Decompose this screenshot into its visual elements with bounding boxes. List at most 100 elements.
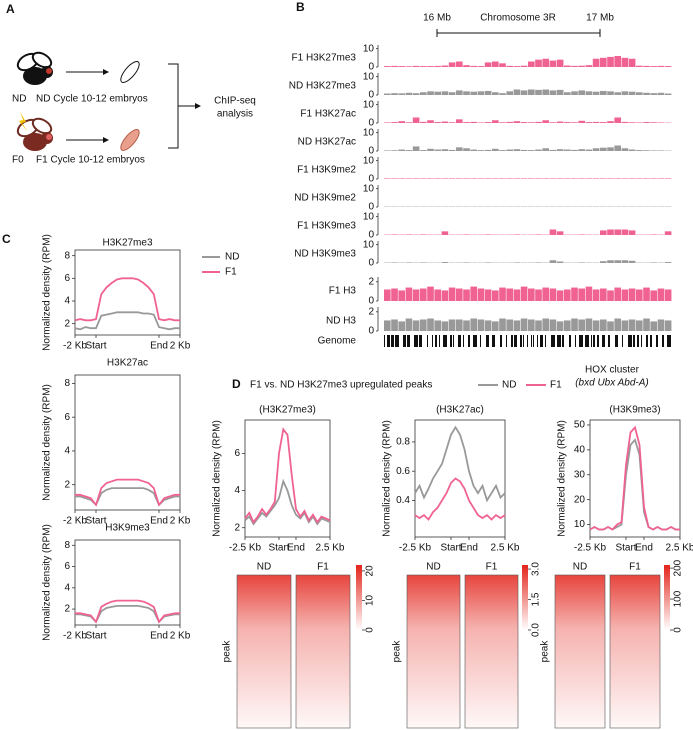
signal-bar <box>578 65 586 67</box>
signal-bar <box>542 148 550 151</box>
signal-bar <box>549 229 557 235</box>
scale-label: 17 Mb <box>586 13 614 24</box>
gene-block <box>585 335 589 347</box>
signal-bar <box>499 287 506 301</box>
column-label: ND <box>573 562 587 573</box>
signal-bar <box>506 149 514 151</box>
signal-bar <box>448 319 456 331</box>
signal-bar <box>549 260 557 263</box>
signal-bar <box>585 318 593 331</box>
signal-bar <box>549 178 557 179</box>
signal-bar <box>412 178 420 179</box>
gene-block <box>473 335 477 347</box>
x-tick-label: End <box>287 543 305 554</box>
y-axis-label: peak <box>540 640 551 663</box>
signal-bar <box>456 319 463 331</box>
signal-bar <box>556 231 564 235</box>
signal-bar <box>592 178 600 179</box>
signal-bar <box>643 318 650 331</box>
signal-bar <box>420 92 427 95</box>
signal-bar <box>528 61 535 67</box>
gene-block <box>453 335 454 347</box>
gene-block <box>591 335 592 347</box>
signal-bar <box>578 149 586 151</box>
signal-bar <box>405 66 413 67</box>
x-tick-label: End <box>150 341 168 352</box>
annotation: (bxd Ubx Abd-A) <box>575 378 649 389</box>
signal-bar <box>520 178 528 179</box>
signal-bar <box>657 178 665 179</box>
fly-nd <box>16 51 53 85</box>
signal-bar <box>535 234 542 235</box>
signal-bar <box>614 92 622 95</box>
signal-bar <box>520 65 528 67</box>
colorbar-label: 10 <box>365 594 376 606</box>
signal-bar <box>650 66 658 67</box>
label: ND Cycle 10-12 embryos <box>36 94 148 105</box>
signal-bar <box>412 146 420 151</box>
heatmap <box>609 574 661 729</box>
signal-bar <box>600 90 607 95</box>
gene-block <box>407 335 410 347</box>
track-label: F1 H3K27ac <box>300 109 356 120</box>
signal-bar <box>434 178 442 179</box>
signal-bar <box>520 286 528 301</box>
signal-bar <box>434 91 442 95</box>
legend-label: F1 <box>550 380 562 391</box>
signal-bar <box>564 320 571 331</box>
signal-bar <box>513 66 521 67</box>
signal-bar <box>592 58 600 67</box>
y-tick-label: 4 <box>234 485 240 496</box>
signal-bar <box>470 318 478 331</box>
signal-bar <box>621 229 629 235</box>
signal-bar <box>585 91 593 95</box>
column-label: F1 <box>629 562 641 573</box>
signal-bar <box>420 288 427 301</box>
signal-bar <box>664 262 672 263</box>
plot-frame <box>589 419 681 538</box>
y-tick-label: 0.4 <box>396 495 410 506</box>
y-tick-label: 0 <box>368 326 374 337</box>
signal-bar <box>578 90 586 95</box>
signal-bar <box>614 56 622 67</box>
signal-bar <box>636 122 643 123</box>
annotation: HOX cluster <box>585 365 640 376</box>
signal-bar <box>664 289 672 301</box>
gene-block <box>628 335 632 347</box>
signal-bar <box>571 149 578 151</box>
signal-bar <box>420 234 427 235</box>
signal-bar <box>592 91 600 95</box>
signal-bar <box>650 122 658 123</box>
gene-block <box>608 335 610 347</box>
signal-bar <box>628 260 636 263</box>
signal-bar <box>513 289 521 301</box>
signal-bar <box>463 289 470 301</box>
signal-bar <box>628 230 636 235</box>
signal-bar <box>441 65 449 67</box>
y-tick-label: 0 <box>368 230 374 241</box>
colorbar <box>522 565 528 630</box>
signal-bar <box>420 121 427 123</box>
signal-bar <box>650 262 658 263</box>
signal-bar <box>542 178 550 179</box>
signal-bar <box>614 117 622 123</box>
y-axis-label: Normalized density (RPM) <box>42 384 53 501</box>
plot-frame <box>414 419 506 538</box>
y-tick-label: 2 <box>64 318 70 329</box>
track-label: ND H3K27me3 <box>289 81 357 92</box>
signal-bar <box>600 57 607 67</box>
signal-bar <box>405 178 413 179</box>
track-label: ND H3 <box>326 316 356 327</box>
signal-bar <box>441 149 449 151</box>
signal-bar <box>477 178 485 179</box>
signal-bar <box>520 318 528 331</box>
signal-bar <box>657 150 665 151</box>
panel-letter: B <box>296 0 305 14</box>
signal-bar <box>614 145 622 151</box>
signal-bar <box>556 290 564 301</box>
signal-bar <box>556 178 564 179</box>
gene-block <box>533 335 534 347</box>
signal-bar <box>463 91 470 95</box>
signal-bar <box>571 178 578 179</box>
y-tick-label: 0.8 <box>396 437 410 448</box>
